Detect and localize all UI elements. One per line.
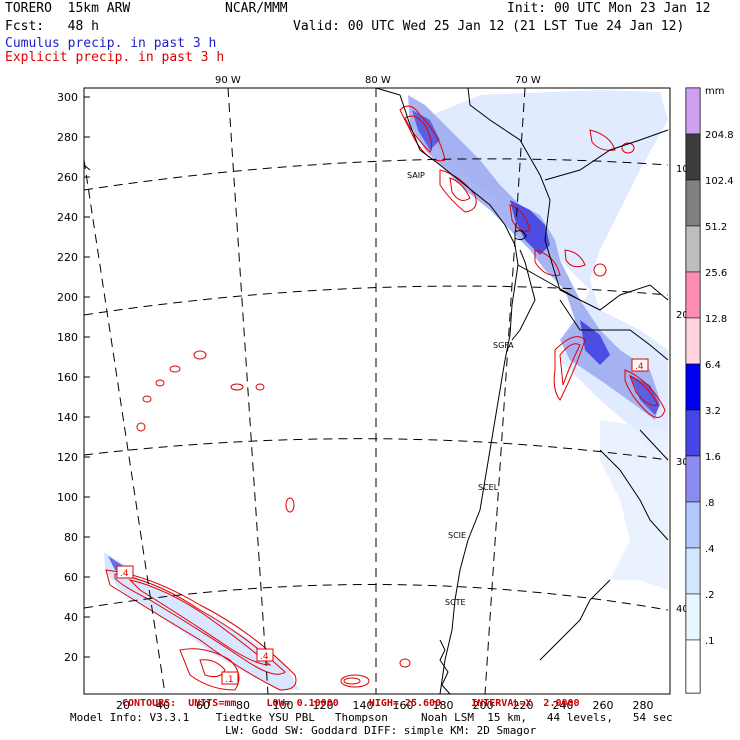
y-tick-label: 100 — [57, 491, 78, 504]
lat-lon-grid — [83, 87, 669, 695]
colorbar-level: 102.4 — [705, 176, 734, 187]
forecast-hour: Fcst: 48 h — [5, 19, 99, 34]
x-tick-label: 100 — [273, 699, 294, 712]
y-tick-label: 300 — [57, 91, 78, 104]
contour-value-labels: .4 .4 .4 .1 — [116, 358, 649, 685]
colorbar-swatch — [685, 455, 701, 503]
x-tick-label: 220 — [513, 699, 534, 712]
y-tick-label: 80 — [64, 531, 78, 544]
station-label: SCIE — [448, 531, 466, 540]
model-info: Model Info: V3.3.1 Tiedtke YSU PBL Thomp… — [70, 711, 673, 724]
colorbar-labels: mm 204.8 102.4 51.2 25.6 12.8 6.4 3.2 1.… — [705, 86, 734, 647]
y-tick-label: 140 — [57, 411, 78, 424]
colorbar-level: .2 — [705, 590, 715, 601]
country-borders — [467, 87, 669, 661]
contour-label: .1 — [225, 675, 234, 685]
colorbar-swatch — [685, 639, 701, 694]
coastline — [375, 87, 519, 695]
colorbar-level: 51.2 — [705, 222, 727, 233]
y-tick-label: 40 — [64, 611, 78, 624]
cumulus-legend: Cumulus precip. in past 3 h — [5, 36, 217, 51]
y-tick-label: 20 — [64, 651, 78, 664]
lake-titicaca — [514, 230, 527, 241]
station-label: SCTE — [445, 598, 466, 607]
x-tick-label: 280 — [633, 699, 654, 712]
colorbar-level: 1.6 — [705, 452, 721, 463]
colorbar-swatch — [685, 547, 701, 595]
y-tick-label: 120 — [57, 451, 78, 464]
chile-islands — [439, 639, 451, 695]
colorbar-level: .4 — [705, 544, 715, 555]
colorbar-level: 3.2 — [705, 406, 721, 417]
station-label: SCEL — [478, 483, 499, 492]
station-label: SAIP — [407, 171, 425, 180]
lon-label: 70 W — [515, 75, 541, 86]
colorbar-swatch — [685, 87, 701, 135]
x-tick-label: 160 — [393, 699, 414, 712]
contour-label: .4 — [120, 569, 129, 579]
colorbar-level: 6.4 — [705, 360, 721, 371]
x-tick-label: 80 — [236, 699, 250, 712]
colorbar-unit: mm — [705, 86, 724, 97]
model-title: TORERO 15km ARW — [5, 1, 131, 16]
colorbar-swatch — [685, 179, 701, 227]
y-tick-label: 260 — [57, 171, 78, 184]
init-time: Init: 00 UTC Mon 23 Jan 12 — [507, 1, 711, 16]
y-tick-label: 160 — [57, 371, 78, 384]
contour-info: CONTOURS: UNITS=mm LOW= 0.10000 HIGH= 25… — [122, 698, 580, 709]
longitude-labels: 90 W 80 W 70 W — [215, 75, 541, 86]
colorbar-swatch — [685, 271, 701, 319]
colorbar-level: .1 — [705, 636, 715, 647]
lon-label: 80 W — [365, 75, 391, 86]
station-labels: SAIP SGFA SCEL SCIE SCTE — [407, 171, 514, 607]
y-tick-label: 240 — [57, 211, 78, 224]
x-tick-label: 120 — [313, 699, 334, 712]
x-tick-label: 20 — [116, 699, 130, 712]
colorbar-swatch — [685, 225, 701, 273]
colorbar-swatch — [685, 363, 701, 411]
colorbar-swatch — [685, 317, 701, 365]
y-axis-ticks — [84, 96, 90, 658]
x-axis-labels: 20 40 60 80 100 120 140 160 180 200 220 … — [116, 699, 654, 712]
contour-label: .4 — [260, 652, 269, 662]
y-tick-label: 180 — [57, 331, 78, 344]
valid-time: Valid: 00 UTC Wed 25 Jan 12 (21 LST Tue … — [293, 19, 685, 34]
x-tick-label: 240 — [553, 699, 574, 712]
colorbar-swatch — [685, 409, 701, 457]
y-tick-label: 200 — [57, 291, 78, 304]
colorbar-swatch — [685, 593, 701, 641]
colorbar-swatch — [685, 133, 701, 181]
precip-shading — [104, 90, 668, 690]
x-tick-label: 180 — [433, 699, 454, 712]
x-tick-label: 200 — [473, 699, 494, 712]
colorbar-level: 12.8 — [705, 314, 727, 325]
x-tick-label: 260 — [593, 699, 614, 712]
colorbar-level: 25.6 — [705, 268, 727, 279]
y-axis-labels: 300 280 260 240 220 200 180 160 140 120 … — [57, 91, 78, 664]
x-tick-label: 60 — [196, 699, 210, 712]
y-tick-label: 220 — [57, 251, 78, 264]
x-tick-label: 140 — [353, 699, 374, 712]
colorbar-swatch — [685, 501, 701, 549]
x-tick-label: 40 — [156, 699, 170, 712]
y-tick-label: 60 — [64, 571, 78, 584]
colorbar-level: .8 — [705, 498, 715, 509]
y-tick-label: 280 — [57, 131, 78, 144]
contour-label: .4 — [635, 362, 644, 372]
org-label: NCAR/MMM — [225, 1, 288, 16]
lon-label: 90 W — [215, 75, 241, 86]
physics-info: LW: Godd SW: Goddard DIFF: simple KM: 2D… — [225, 724, 537, 737]
explicit-legend: Explicit precip. in past 3 h — [5, 50, 225, 65]
colorbar — [685, 87, 701, 694]
station-label: SGFA — [493, 341, 514, 350]
colorbar-level: 204.8 — [705, 130, 734, 141]
